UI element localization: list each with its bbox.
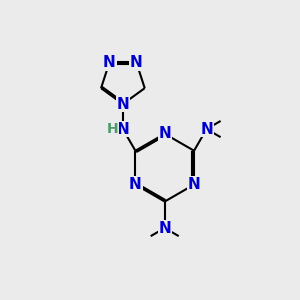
Text: N: N xyxy=(158,126,171,141)
Text: N: N xyxy=(130,55,143,70)
Text: N: N xyxy=(129,177,142,192)
Text: N: N xyxy=(158,220,171,236)
Text: N: N xyxy=(116,97,129,112)
Text: N: N xyxy=(200,122,213,136)
Text: N: N xyxy=(116,97,129,112)
Text: H: H xyxy=(107,122,118,136)
Text: N: N xyxy=(188,177,200,192)
Text: N: N xyxy=(116,122,129,136)
Text: N: N xyxy=(103,55,116,70)
